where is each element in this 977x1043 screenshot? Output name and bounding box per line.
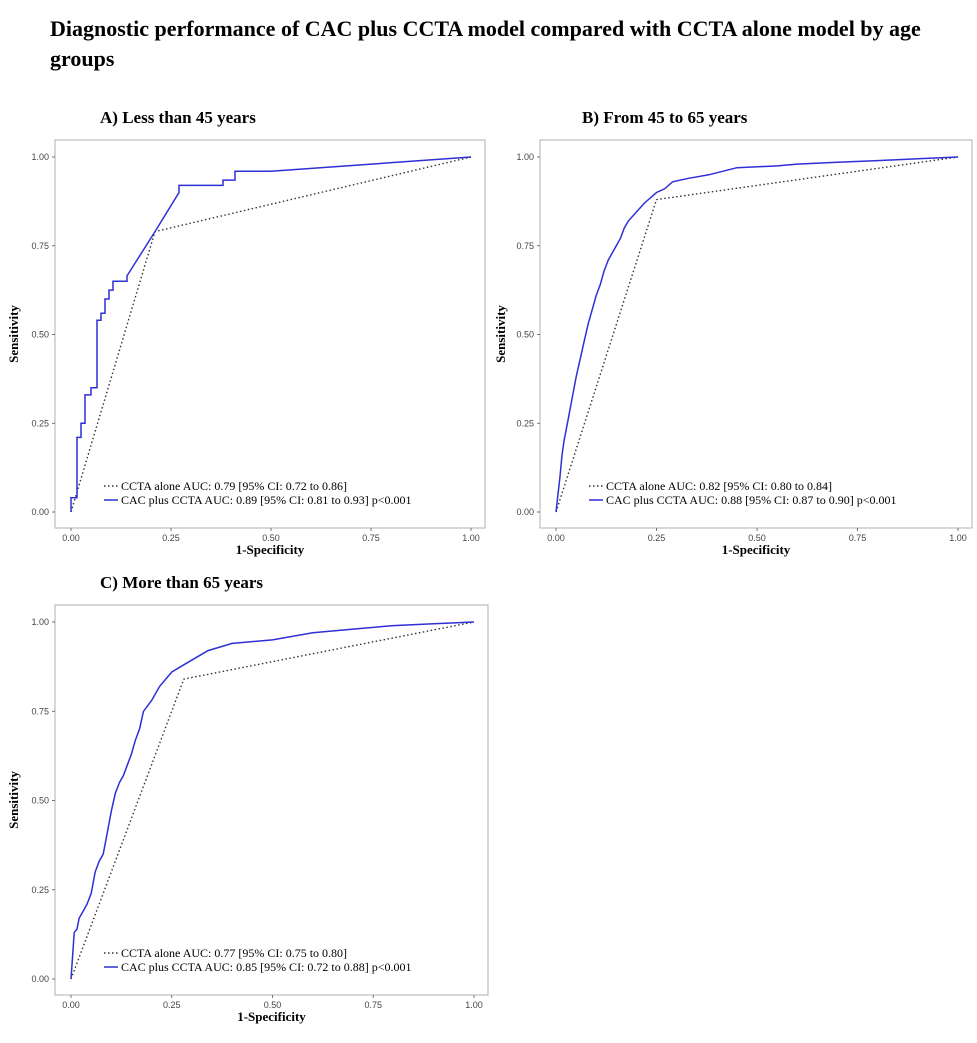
panel-a-title: A) Less than 45 years <box>100 108 256 127</box>
x-tick-label: 1.00 <box>949 533 967 543</box>
x-axis-title: 1-Specificity <box>722 542 791 557</box>
x-tick-label: 0.00 <box>62 533 80 543</box>
series-cac-plus-ccta-line <box>70 156 472 512</box>
legend-entry: CCTA alone AUC: 0.77 [95% CI: 0.75 to 0.… <box>121 946 347 960</box>
panel-a: A) Less than 45 years 0.00 0.25 0.50 0.75 1.… <box>0 100 490 560</box>
legend-entry: CAC plus CCTA AUC: 0.89 [95% CI: 0.81 to… <box>121 493 412 507</box>
panel-c: C) More than 65 years 0.00 0.25 0.50 0.75 1.… <box>0 565 490 1035</box>
panel-c-title: C) More than 65 years <box>100 573 264 592</box>
plot-panel-border <box>539 139 973 529</box>
x-tick-label: 1.00 <box>465 1000 483 1010</box>
x-tick-label: 0.25 <box>648 533 666 543</box>
x-tick-label: 0.75 <box>849 533 867 543</box>
y-tick-label: 0.25 <box>516 418 534 428</box>
x-tick-label: 1.00 <box>462 533 480 543</box>
panel-b-title: B) From 45 to 65 years <box>582 108 748 127</box>
legend-entry: CCTA alone AUC: 0.82 [95% CI: 0.80 to 0.… <box>606 479 832 493</box>
y-tick-label: 1.00 <box>31 617 49 627</box>
y-tick-label: 0.75 <box>31 706 49 716</box>
y-tick-label: 0.00 <box>31 507 49 517</box>
x-tick-label: 0.00 <box>62 1000 80 1010</box>
series-cac-plus-ccta-line <box>70 621 475 980</box>
y-axis-title: Sensitivity <box>6 771 21 829</box>
y-tick-label: 0.00 <box>31 974 49 984</box>
series-ccta-alone-line <box>70 156 472 513</box>
y-tick-label: 0.50 <box>31 330 49 340</box>
plot-panel-border <box>54 139 486 529</box>
chart-c: 0.00 0.25 0.50 0.75 1.00 0.00 0.25 0.50 0.75 1.00… <box>6 604 489 1024</box>
x-tick-label: 0.25 <box>163 1000 181 1010</box>
legend-entry: CAC plus CCTA AUC: 0.85 [95% CI: 0.72 to… <box>121 960 412 974</box>
x-tick-label: 0.00 <box>547 533 565 543</box>
y-axis-title: Sensitivity <box>493 305 508 363</box>
x-tick-label: 0.75 <box>362 533 380 543</box>
x-tick-label: 0.50 <box>264 1000 282 1010</box>
y-tick-label: 0.75 <box>516 241 534 251</box>
x-tick-label: 0.75 <box>364 1000 382 1010</box>
x-tick-label: 0.50 <box>748 533 766 543</box>
chart-a: 0.00 0.25 0.50 0.75 1.00 0.00 0.25 0.50 0.75 1.00… <box>6 139 486 557</box>
y-tick-label: 1.00 <box>516 152 534 162</box>
series-ccta-alone-line <box>555 156 959 513</box>
x-axis-title: 1-Specificity <box>237 1009 306 1024</box>
y-tick-label: 0.00 <box>516 507 534 517</box>
legend-entry: CAC plus CCTA AUC: 0.88 [95% CI: 0.87 to… <box>606 493 897 507</box>
y-tick-label: 0.50 <box>31 796 49 806</box>
x-tick-label: 0.25 <box>162 533 180 543</box>
panel-b: B) From 45 to 65 years 0.00 0.25 0.50 0.75 1… <box>487 100 977 560</box>
y-axis-title: Sensitivity <box>6 305 21 363</box>
y-tick-label: 0.50 <box>516 330 534 340</box>
chart-b: 0.00 0.25 0.50 0.75 1.00 0.00 0.25 0.50 0.75 1.00… <box>493 139 973 557</box>
series-cac-plus-ccta-line <box>555 156 959 513</box>
y-tick-label: 0.25 <box>31 418 49 428</box>
x-axis-title: 1-Specificity <box>236 542 305 557</box>
figure-title: Diagnostic performance of CAC plus CCTA … <box>50 16 921 71</box>
y-tick-label: 1.00 <box>31 152 49 162</box>
plot-panel-border <box>54 604 489 996</box>
series-ccta-alone-line <box>70 621 475 980</box>
y-tick-label: 0.75 <box>31 241 49 251</box>
y-tick-label: 0.25 <box>31 885 49 895</box>
x-tick-label: 0.50 <box>262 533 280 543</box>
legend-entry: CCTA alone AUC: 0.79 [95% CI: 0.72 to 0.… <box>121 479 347 493</box>
